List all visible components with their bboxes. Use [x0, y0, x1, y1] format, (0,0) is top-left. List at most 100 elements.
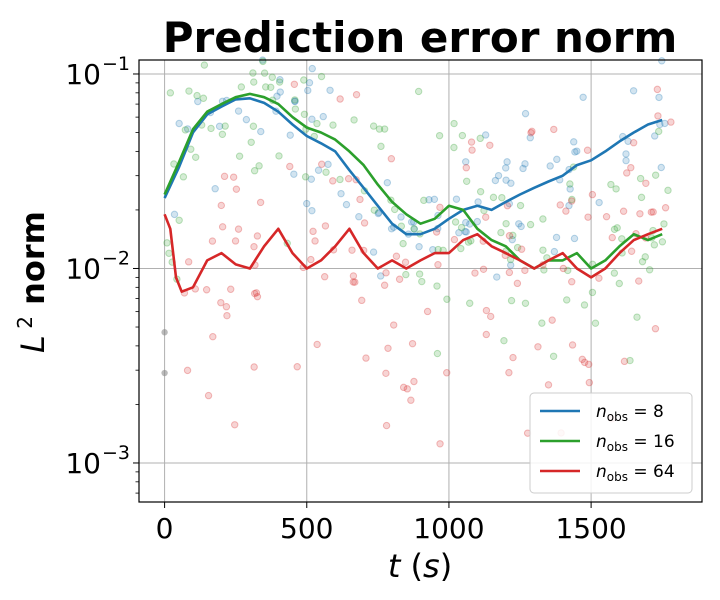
scatter-point: [218, 130, 227, 138]
scatter-point: [610, 269, 619, 277]
y-tick-label: 10: [65, 252, 101, 285]
scatter-point: [291, 97, 299, 105]
scatter-point: [232, 185, 241, 193]
scatter-point: [199, 94, 208, 102]
scatter-point: [546, 162, 554, 170]
scatter-point: [650, 241, 659, 249]
scatter-point: [517, 222, 525, 231]
scatter-point: [336, 95, 344, 103]
scatter-point: [509, 231, 517, 240]
scatter-point: [526, 134, 534, 142]
scatter-point: [624, 137, 632, 145]
scatter-point: [336, 175, 344, 184]
scatter-point: [476, 134, 484, 143]
scatter-point: [399, 383, 408, 392]
scatter-point: [387, 155, 396, 163]
scatter-point: [407, 396, 415, 404]
scatter-point: [559, 264, 568, 273]
grid-layer: [139, 60, 702, 502]
scatter-point: [242, 115, 251, 124]
scatter-point: [253, 292, 262, 301]
scatter-point: [641, 253, 649, 261]
scatter-point: [252, 289, 261, 297]
scatter-point: [314, 166, 323, 174]
scatter-point: [257, 127, 265, 136]
scatter-point: [382, 369, 390, 378]
scatter-point: [237, 83, 246, 91]
scatter-point: [329, 121, 337, 129]
scatter-point: [482, 306, 491, 315]
scatter-point: [433, 282, 441, 290]
scatter-point: [183, 125, 192, 133]
scatter-point: [211, 185, 219, 193]
scatter-point: [468, 146, 476, 154]
scatter-point: [436, 203, 444, 212]
scatter-point: [539, 246, 547, 254]
scatter-point: [235, 152, 244, 160]
scatter-point: [200, 61, 209, 69]
scatter-point: [352, 90, 361, 99]
scatter-point: [458, 131, 467, 140]
scatter-point: [450, 119, 458, 128]
scatter-point: [549, 352, 558, 360]
scatter-point: [170, 210, 179, 219]
scatter-point: [290, 80, 299, 88]
scatter-point: [318, 160, 326, 168]
scatter-point: [654, 127, 663, 136]
scatter-point: [513, 279, 522, 288]
scatter-point: [645, 266, 654, 274]
scatter-point: [578, 355, 587, 364]
scatter-point: [583, 146, 592, 154]
scatter-point: [369, 122, 378, 130]
y-tick-label: 10: [65, 447, 101, 480]
scatter-point: [538, 319, 546, 327]
scatter-point: [165, 249, 173, 257]
scatter-point: [471, 269, 479, 277]
scatter-point: [221, 122, 229, 130]
scatter-point: [651, 132, 659, 140]
scatter-point: [491, 176, 500, 185]
scatter-point: [479, 265, 488, 273]
scatter-point: [566, 180, 574, 188]
scatter-point: [508, 235, 516, 244]
scatter-point: [591, 319, 600, 327]
scatter-point: [580, 358, 589, 367]
series-line-1: [163, 97, 663, 236]
scatter-point: [474, 198, 482, 206]
scatter-point: [521, 160, 529, 168]
scatter-point: [462, 228, 470, 236]
scatter-point: [348, 246, 356, 254]
scatter-point: [408, 339, 417, 348]
scatter-point: [434, 261, 442, 269]
scatter-point: [494, 171, 503, 180]
scatter-point: [423, 307, 432, 316]
scatter-point: [399, 239, 407, 248]
scatter-point: [204, 391, 213, 400]
scatter-point: [500, 336, 508, 345]
plot-frame: [138, 59, 703, 503]
scatter-point: [588, 288, 597, 297]
scatter-point: [443, 295, 451, 303]
scatter-point: [451, 218, 460, 226]
scatter-point: [486, 141, 494, 149]
scatter-point: [355, 213, 363, 221]
scatter-point: [374, 209, 382, 218]
scatter-point: [220, 172, 229, 181]
scatter-point: [383, 178, 392, 187]
scatter-point: [377, 142, 385, 151]
scatter-point: [181, 126, 190, 134]
scatter-point: [507, 179, 515, 187]
scatter-point: [507, 296, 516, 305]
scatter-point: [410, 225, 419, 233]
scatter-point: [580, 301, 589, 309]
scatter-point: [565, 201, 573, 210]
scatter-point: [391, 205, 399, 214]
legend-box: [529, 392, 693, 494]
scatter-point: [309, 227, 317, 236]
scatter-point: [344, 175, 353, 183]
scatter-point: [380, 125, 389, 133]
scatter-point: [548, 316, 556, 324]
scatter-point: [401, 258, 410, 266]
scatter-point: [250, 363, 258, 371]
